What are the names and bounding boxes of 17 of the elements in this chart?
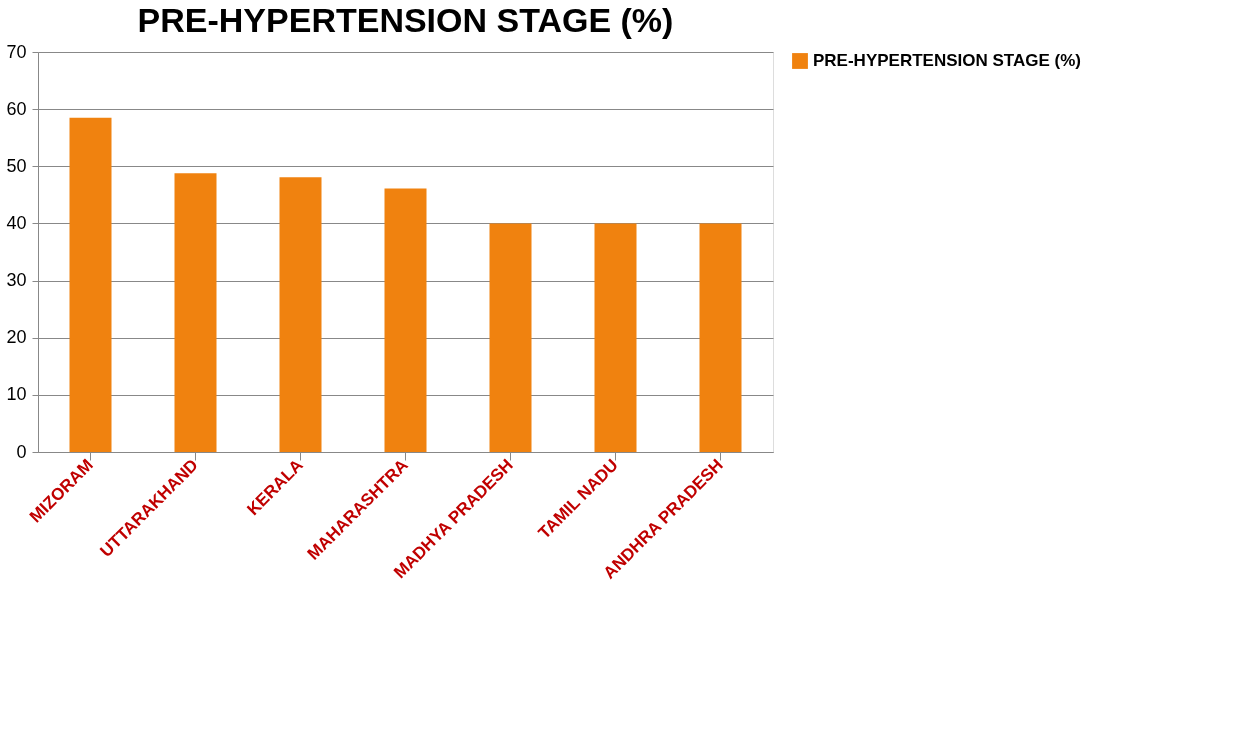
y-tick-label: 60: [6, 98, 27, 119]
y-tick-label: 70: [6, 41, 27, 62]
bar: [384, 188, 427, 452]
y-tick-label: 40: [6, 212, 27, 233]
bar: [489, 223, 532, 452]
y-tick-label: 30: [6, 270, 27, 291]
chart-title: PRE-HYPERTENSION STAGE (%): [137, 1, 674, 39]
y-tick-label: 10: [6, 384, 27, 405]
bar: [279, 177, 322, 452]
bar: [174, 173, 217, 452]
bar: [69, 117, 112, 452]
y-tick-label: 20: [6, 327, 27, 348]
bar: [699, 223, 742, 452]
bar: [594, 223, 637, 452]
y-tick-label: 0: [16, 441, 27, 462]
legend-label: PRE-HYPERTENSION STAGE (%): [813, 51, 1081, 70]
y-tick-label: 50: [6, 155, 27, 176]
